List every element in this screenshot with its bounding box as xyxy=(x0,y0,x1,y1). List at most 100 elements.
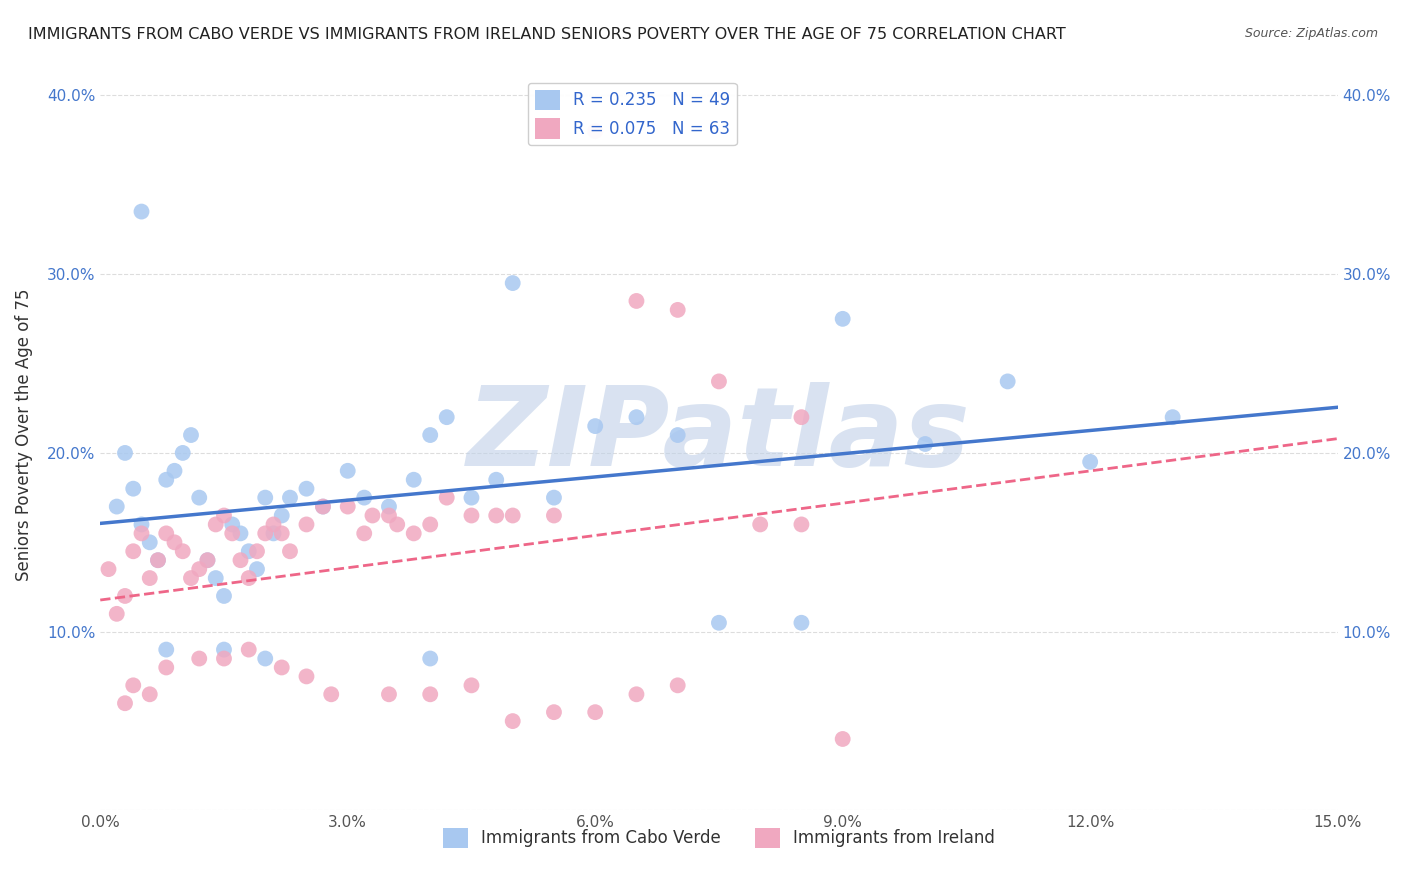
Point xyxy=(419,517,441,532)
Point xyxy=(361,508,384,523)
Point xyxy=(229,526,252,541)
Text: Source: ZipAtlas.com: Source: ZipAtlas.com xyxy=(1244,27,1378,40)
Point xyxy=(131,204,153,219)
Point xyxy=(1078,455,1101,469)
Point xyxy=(155,526,177,541)
Point xyxy=(238,544,260,558)
Point xyxy=(583,705,606,719)
Point xyxy=(221,526,243,541)
Point xyxy=(163,535,186,549)
Point xyxy=(146,553,169,567)
Point xyxy=(188,651,211,665)
Point xyxy=(997,375,1019,389)
Point xyxy=(254,526,277,541)
Point xyxy=(419,687,441,701)
Point xyxy=(353,491,375,505)
Point xyxy=(131,526,153,541)
Point xyxy=(246,544,269,558)
Point xyxy=(402,526,425,541)
Point xyxy=(212,589,235,603)
Point xyxy=(238,571,260,585)
Point xyxy=(436,410,458,425)
Point xyxy=(583,419,606,434)
Point xyxy=(172,446,194,460)
Point xyxy=(436,491,458,505)
Text: ZIPatlas: ZIPatlas xyxy=(467,382,970,489)
Point xyxy=(122,482,145,496)
Point xyxy=(212,508,235,523)
Point xyxy=(246,562,269,576)
Point xyxy=(229,553,252,567)
Point xyxy=(831,731,853,746)
Point xyxy=(155,473,177,487)
Point xyxy=(502,276,524,290)
Point xyxy=(114,446,136,460)
Point xyxy=(105,607,128,621)
Legend: Immigrants from Cabo Verde, Immigrants from Ireland: Immigrants from Cabo Verde, Immigrants f… xyxy=(436,821,1001,855)
Point xyxy=(254,651,277,665)
Point xyxy=(312,500,335,514)
Point xyxy=(626,687,648,701)
Point xyxy=(295,517,318,532)
Point xyxy=(270,526,292,541)
Point xyxy=(163,464,186,478)
Point xyxy=(146,553,169,567)
Point xyxy=(221,517,243,532)
Point xyxy=(263,526,285,541)
Point xyxy=(502,508,524,523)
Point xyxy=(188,491,211,505)
Point xyxy=(270,508,292,523)
Point xyxy=(543,508,565,523)
Point xyxy=(666,678,689,692)
Point xyxy=(204,571,226,585)
Point xyxy=(485,473,508,487)
Point xyxy=(321,687,343,701)
Point xyxy=(831,311,853,326)
Point xyxy=(626,410,648,425)
Point xyxy=(336,500,359,514)
Point xyxy=(749,517,772,532)
Point xyxy=(155,660,177,674)
Point xyxy=(114,696,136,710)
Point xyxy=(666,302,689,317)
Point xyxy=(378,508,401,523)
Point xyxy=(105,500,128,514)
Point xyxy=(254,491,277,505)
Point xyxy=(155,642,177,657)
Point xyxy=(583,124,606,138)
Point xyxy=(336,464,359,478)
Point xyxy=(97,562,120,576)
Point xyxy=(197,553,219,567)
Point xyxy=(122,544,145,558)
Point xyxy=(378,687,401,701)
Point xyxy=(188,562,211,576)
Point xyxy=(172,544,194,558)
Text: IMMIGRANTS FROM CABO VERDE VS IMMIGRANTS FROM IRELAND SENIORS POVERTY OVER THE A: IMMIGRANTS FROM CABO VERDE VS IMMIGRANTS… xyxy=(28,27,1066,42)
Point xyxy=(707,375,730,389)
Point xyxy=(295,669,318,683)
Point xyxy=(460,491,482,505)
Point xyxy=(139,571,162,585)
Point xyxy=(790,517,813,532)
Point xyxy=(914,437,936,451)
Point xyxy=(197,553,219,567)
Point xyxy=(502,714,524,728)
Point xyxy=(707,615,730,630)
Point xyxy=(180,571,202,585)
Point xyxy=(312,500,335,514)
Point xyxy=(626,293,648,308)
Point xyxy=(212,651,235,665)
Point xyxy=(543,705,565,719)
Point xyxy=(238,642,260,657)
Point xyxy=(278,491,301,505)
Point xyxy=(485,508,508,523)
Point xyxy=(278,544,301,558)
Point xyxy=(114,589,136,603)
Point xyxy=(139,687,162,701)
Point xyxy=(295,482,318,496)
Point xyxy=(1161,410,1184,425)
Point xyxy=(460,678,482,692)
Point xyxy=(419,651,441,665)
Point xyxy=(543,491,565,505)
Point xyxy=(139,535,162,549)
